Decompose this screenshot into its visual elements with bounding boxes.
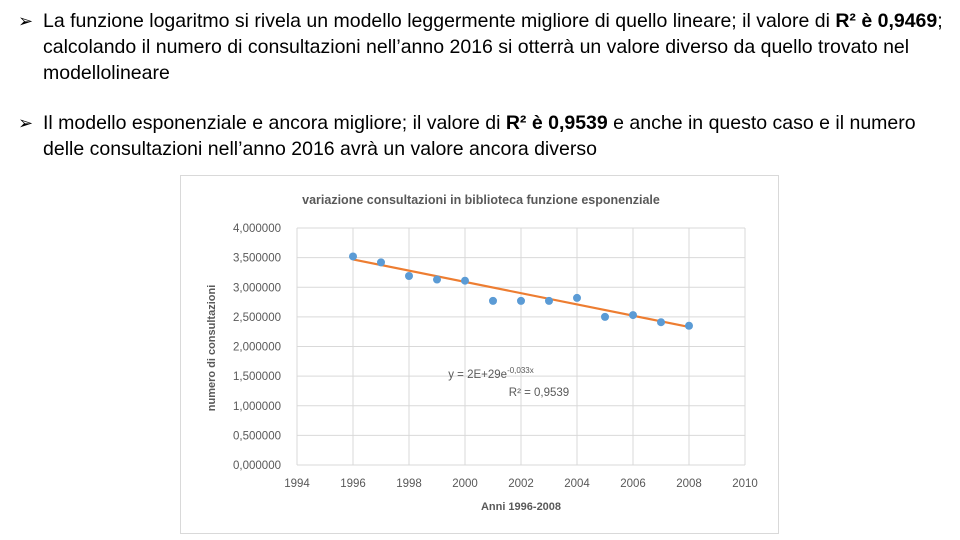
data-point [657,318,665,327]
bullet-1: ➢ La funzione logaritmo si rivela un mod… [18,8,948,86]
data-point [629,311,637,320]
data-point [461,276,469,285]
y-tick-label: 2,000000 [233,342,281,354]
y-tick-label: 3,000000 [233,282,281,294]
data-point [517,296,525,305]
data-point [377,258,385,267]
y-tick-label: 2,500000 [233,312,281,324]
x-tick-label: 1996 [340,478,366,490]
y-tick-label: 4,000000 [233,223,281,235]
chart-svg: variazione consultazioni in biblioteca f… [206,193,758,513]
arrow-bullet-icon: ➢ [18,113,34,133]
x-tick-label: 2002 [508,478,534,490]
x-tick-label: 2000 [452,478,478,490]
data-point [545,296,553,305]
arrow-bullet-icon: ➢ [18,11,34,31]
y-tick-label: 0,500000 [233,430,281,442]
bullet-2: ➢ Il modello esponenziale e ancora migli… [18,110,948,162]
x-tick-label: 2004 [564,478,590,490]
data-point [349,252,357,261]
equation-base: y = 2E+29e [448,369,507,381]
x-tick-label: 1994 [284,478,310,490]
data-point [489,296,497,305]
x-tick-label: 2006 [620,478,646,490]
y-tick-label: 1,500000 [233,371,281,383]
chart-title: variazione consultazioni in biblioteca f… [302,193,660,207]
bullet-text: e anche in questo caso e il numero delle… [43,112,916,160]
x-tick-label: 2010 [732,478,758,490]
bullet-text: Il modello esponenziale e ancora miglior… [43,112,506,134]
data-point [433,275,441,284]
trend-equation: y = 2E+29e-0,033x [448,366,534,381]
equation-exponent: -0,033x [507,366,534,375]
bullet-text: La funzione logaritmo si rivela un model… [43,10,836,32]
y-tick-label: 0,000000 [233,460,281,472]
y-tick-label: 1,000000 [233,401,281,413]
x-axis-label: Anni 1996-2008 [481,501,561,513]
x-tick-label: 2008 [676,478,702,490]
chart: variazione consultazioni in biblioteca f… [180,175,779,534]
y-tick-label: 3,500000 [233,253,281,265]
data-point [685,321,693,330]
bullet-bold: R² è 0,9469 [835,10,938,32]
y-axis-label: numero di consultazioni [206,285,218,412]
data-point [405,271,413,280]
bullet-text: ; calcolando il numero di consultazioni … [43,10,943,84]
x-tick-label: 1998 [396,478,422,490]
data-point [601,312,609,321]
data-point [573,293,581,302]
r-squared: R² = 0,9539 [509,387,569,399]
bullet-bold: R² è 0,9539 [505,112,608,134]
